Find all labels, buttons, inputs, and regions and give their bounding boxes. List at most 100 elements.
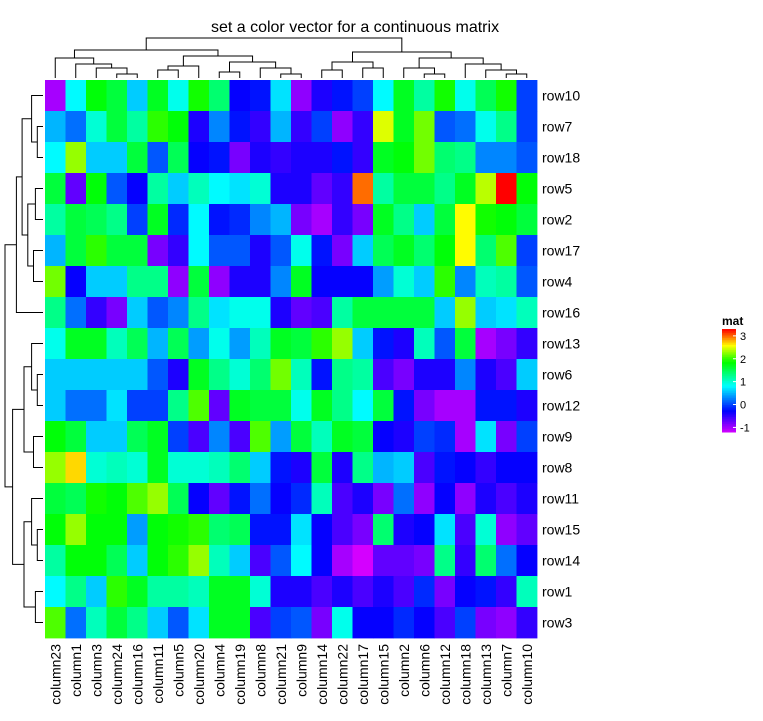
legend-gradient-step bbox=[722, 385, 736, 388]
heatmap-cell bbox=[188, 297, 210, 329]
legend-gradient-step bbox=[722, 332, 736, 335]
heatmap-cell bbox=[86, 452, 107, 484]
legend-gradient-step bbox=[722, 341, 736, 344]
heatmap-cell bbox=[393, 297, 415, 329]
heatmap-cell bbox=[65, 359, 87, 391]
heatmap-cell bbox=[475, 545, 497, 577]
heatmap-cell bbox=[311, 328, 333, 360]
heatmap-cell bbox=[250, 421, 271, 453]
heatmap-cell bbox=[250, 359, 271, 391]
column-label: column17 bbox=[355, 644, 371, 705]
heatmap-cell bbox=[106, 607, 128, 639]
heatmap-cell bbox=[373, 297, 394, 329]
dendrogram-branch bbox=[362, 67, 384, 78]
heatmap-cell bbox=[516, 483, 538, 515]
heatmap-cells bbox=[45, 80, 538, 639]
dendrogram-branch bbox=[505, 73, 528, 78]
legend-gradient-step bbox=[722, 414, 736, 418]
heatmap-cell bbox=[393, 80, 415, 112]
heatmap-cell bbox=[168, 235, 189, 267]
heatmap-cell bbox=[434, 80, 456, 112]
heatmap-cell bbox=[373, 142, 394, 174]
heatmap-cell bbox=[168, 390, 189, 422]
heatmap-cell bbox=[455, 545, 476, 577]
heatmap-cell bbox=[86, 235, 107, 267]
heatmap-cell bbox=[250, 111, 271, 143]
dendrogram-branch bbox=[321, 69, 343, 78]
heatmap-cell bbox=[86, 421, 107, 453]
dendrogram-branch bbox=[73, 49, 219, 58]
dendrogram-branch bbox=[12, 408, 24, 565]
heatmap-cell bbox=[250, 266, 271, 298]
heatmap-cell bbox=[86, 607, 107, 639]
heatmap-cell bbox=[414, 204, 435, 236]
heatmap-cell bbox=[45, 390, 66, 422]
heatmap-cell bbox=[291, 452, 312, 484]
heatmap-cell bbox=[496, 421, 517, 453]
heatmap-cell bbox=[311, 576, 333, 608]
heatmap-cell bbox=[516, 545, 538, 577]
dendrogram-branch bbox=[95, 67, 128, 78]
heatmap-cell bbox=[127, 204, 148, 236]
heatmap-cell bbox=[168, 483, 189, 515]
heatmap-cell bbox=[475, 514, 497, 546]
heatmap-cell bbox=[332, 421, 353, 453]
heatmap-cell bbox=[311, 390, 333, 422]
heatmap-cell bbox=[291, 173, 312, 205]
legend-gradient-step bbox=[722, 426, 736, 430]
heatmap-cell bbox=[229, 80, 251, 112]
heatmap-cell bbox=[352, 204, 374, 236]
heatmap-cell bbox=[455, 576, 476, 608]
dendrogram-branch bbox=[36, 374, 43, 406]
row-label: row5 bbox=[542, 181, 573, 197]
heatmap-cell bbox=[496, 483, 517, 515]
heatmap-cell bbox=[332, 607, 353, 639]
heatmap-cell bbox=[373, 359, 394, 391]
heatmap-cell bbox=[106, 173, 128, 205]
heatmap-cell bbox=[434, 390, 456, 422]
heatmap-cell bbox=[209, 328, 230, 360]
heatmap-cell bbox=[270, 80, 292, 112]
heatmap-cell bbox=[250, 142, 271, 174]
heatmap-cell bbox=[127, 297, 148, 329]
heatmap-cell bbox=[65, 142, 87, 174]
heatmap-cell bbox=[434, 204, 456, 236]
heatmap-cell bbox=[65, 266, 87, 298]
heatmap-cell bbox=[106, 452, 128, 484]
row-label: row18 bbox=[542, 150, 580, 166]
heatmap-cell bbox=[311, 204, 333, 236]
heatmap-cell bbox=[65, 452, 87, 484]
heatmap-cell bbox=[496, 576, 517, 608]
heatmap-cell bbox=[229, 483, 251, 515]
legend-gradient-step bbox=[722, 329, 736, 332]
heatmap-cell bbox=[393, 266, 415, 298]
heatmap-cell bbox=[127, 111, 148, 143]
heatmap-cell bbox=[373, 173, 394, 205]
heatmap-cell bbox=[229, 266, 251, 298]
heatmap-cell bbox=[352, 173, 374, 205]
heatmap-cell bbox=[65, 390, 87, 422]
heatmap-cell bbox=[147, 452, 169, 484]
heatmap-cell bbox=[455, 328, 476, 360]
heatmap-cell bbox=[188, 607, 210, 639]
heatmap-cell bbox=[311, 80, 333, 112]
heatmap-cell bbox=[496, 328, 517, 360]
heatmap-cell bbox=[250, 297, 271, 329]
heatmap-cell bbox=[414, 607, 435, 639]
heatmap-cell bbox=[229, 576, 251, 608]
heatmap-cell bbox=[352, 235, 374, 267]
column-label: column23 bbox=[47, 644, 63, 705]
heatmap-cell bbox=[127, 80, 148, 112]
heatmap-cell bbox=[475, 111, 497, 143]
heatmap-cell bbox=[352, 545, 374, 577]
heatmap-cell bbox=[434, 607, 456, 639]
heatmap-cell bbox=[188, 390, 210, 422]
row-label: row3 bbox=[542, 615, 573, 631]
heatmap-cell bbox=[86, 173, 107, 205]
legend-gradient-step bbox=[722, 347, 736, 351]
heatmap-cell bbox=[434, 545, 456, 577]
dendrogram-branch bbox=[116, 73, 138, 78]
heatmap-cell bbox=[475, 80, 497, 112]
heatmap-cell bbox=[147, 297, 169, 329]
heatmap-cell bbox=[209, 142, 230, 174]
